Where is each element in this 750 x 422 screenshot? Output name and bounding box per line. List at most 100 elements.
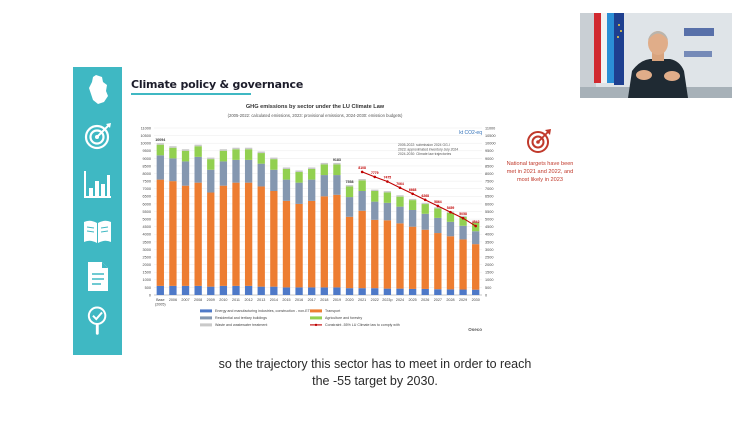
x-tick-label: 2028 xyxy=(446,298,454,302)
y-axis-right: 0 500 1000 1500 2000 2500 3000 3500 4000 4500 5000… xyxy=(485,126,496,297)
x-tick-label: 2009 xyxy=(207,298,215,302)
chart-inner-note: 2023: approximated inventory July 2024 xyxy=(398,148,458,152)
bar-segment xyxy=(472,231,480,245)
bar-segment xyxy=(371,201,379,220)
y-tick-label-left: 6000 xyxy=(143,202,151,206)
magnifier-check-icon xyxy=(87,306,107,335)
bar-segment xyxy=(219,185,228,286)
bar-segment xyxy=(244,285,253,295)
y-tick-label-right: 500 xyxy=(485,286,491,290)
x-tick-label: (2005) xyxy=(155,303,166,307)
x-tick-label: 2020 xyxy=(345,298,353,302)
y-tick-label-right: 8000 xyxy=(485,172,493,176)
bar-segment xyxy=(244,159,253,183)
trajectory-line xyxy=(361,171,476,227)
bar-segment xyxy=(333,164,341,176)
y-axis-left: 0 500 1000 1500 2000 2500 3000 3500 4000 4500 5000… xyxy=(140,126,151,297)
bar-segment xyxy=(396,288,404,295)
y-tick-label-right: 10500 xyxy=(485,134,496,138)
open-book-icon xyxy=(84,220,111,243)
bar-segment xyxy=(207,286,215,295)
bar-segment xyxy=(207,157,215,160)
trajectory-point xyxy=(436,204,440,208)
bar-segment xyxy=(421,288,429,295)
y-tick-label-left: 3000 xyxy=(143,248,151,252)
y-tick-label-left: 4000 xyxy=(143,233,151,237)
y-tick-label-right: 6000 xyxy=(485,202,493,206)
bar-segment xyxy=(282,168,291,180)
trajectory-point xyxy=(398,186,402,190)
legend-label: Constraint -55% LU Climate law to comply… xyxy=(325,323,400,327)
y-tick-label-right: 4000 xyxy=(485,233,493,237)
bar-segment xyxy=(169,158,177,182)
bar-segment xyxy=(358,180,366,192)
bar-segment xyxy=(320,196,328,288)
y-tick-label-right: 9000 xyxy=(485,157,493,161)
trajectory-point xyxy=(449,210,452,214)
y-tick-label-left: 10000 xyxy=(140,142,151,146)
y-tick-label-left: 6500 xyxy=(143,195,151,199)
bar-segment xyxy=(421,204,429,214)
subtitle-line-1: so the trajectory this sector has to mee… xyxy=(218,357,532,371)
bar-segment xyxy=(371,191,379,202)
chart-legend: Energy and manufacturing industries, con… xyxy=(200,309,400,327)
national-targets-note: National targets have been met in 2021 a… xyxy=(506,161,574,183)
legend-swatch xyxy=(200,323,212,327)
bar-segment xyxy=(396,206,404,224)
bar-segment xyxy=(219,150,228,162)
bar-segment xyxy=(408,226,417,289)
bar-segment xyxy=(181,285,190,295)
y-tick-label-left: 9000 xyxy=(143,157,151,161)
bar-segment xyxy=(232,285,240,295)
legend-label: Transport xyxy=(325,309,340,313)
bar-segment xyxy=(333,175,341,195)
bar-segment xyxy=(383,192,392,203)
bar-segment xyxy=(270,191,278,287)
legend-label: Agriculture and forestry xyxy=(325,316,362,320)
y-tick-label-right: 9500 xyxy=(485,149,493,153)
bar-segment xyxy=(320,164,328,176)
bar-segment xyxy=(270,169,278,192)
bar-segment xyxy=(194,182,202,286)
y-tick-label-left: 10500 xyxy=(140,134,151,138)
trajectory-label: 8108 xyxy=(358,166,366,170)
bar-segment xyxy=(156,143,164,145)
x-tick-label: 2008 xyxy=(194,298,202,302)
trajectory-point xyxy=(423,198,427,202)
x-tick-label: 2023p xyxy=(382,298,392,302)
trajectory-label: 7475 xyxy=(384,176,392,180)
title-underline xyxy=(131,93,251,95)
y-tick-label-left: 7000 xyxy=(143,187,151,191)
bar-segment xyxy=(232,182,240,286)
target-icon xyxy=(84,123,111,150)
bar-segment xyxy=(383,288,392,295)
bar-segment xyxy=(383,220,392,289)
x-tick-label: 2027 xyxy=(434,298,442,302)
bar-segment xyxy=(207,169,215,193)
bar-segment xyxy=(446,236,455,290)
trajectory-label: 5058 xyxy=(459,212,467,216)
chart-source: Oseco xyxy=(468,327,482,332)
x-tick-label: 2029 xyxy=(459,298,467,302)
bar-segment xyxy=(358,179,366,181)
webcam-video-frame xyxy=(580,13,732,98)
document-icon xyxy=(88,262,108,291)
y-tick-label-right: 0 xyxy=(485,293,487,297)
x-tick-label: 2022 xyxy=(371,298,379,302)
x-tick-label: 2019 xyxy=(333,298,341,302)
x-tick-label: 2018 xyxy=(320,298,328,302)
bar-segment xyxy=(434,233,442,290)
x-tick-label: 2013 xyxy=(257,298,265,302)
y-tick-label-right: 3500 xyxy=(485,240,493,244)
bar-segment xyxy=(320,162,328,165)
x-tick-label: Base xyxy=(156,298,164,302)
bar-segment xyxy=(472,221,480,223)
bar-segment xyxy=(282,179,291,201)
bar-segment xyxy=(270,286,278,295)
legend-swatch xyxy=(200,316,212,320)
legend-swatch xyxy=(310,309,322,313)
bar-segment xyxy=(446,212,455,222)
bar-segment xyxy=(156,179,164,286)
trajectory-point xyxy=(461,216,465,220)
chart-trajectory: 8108 7779 7475 7064 6668 6268 5864 5459 5058 4542 xyxy=(358,166,480,228)
